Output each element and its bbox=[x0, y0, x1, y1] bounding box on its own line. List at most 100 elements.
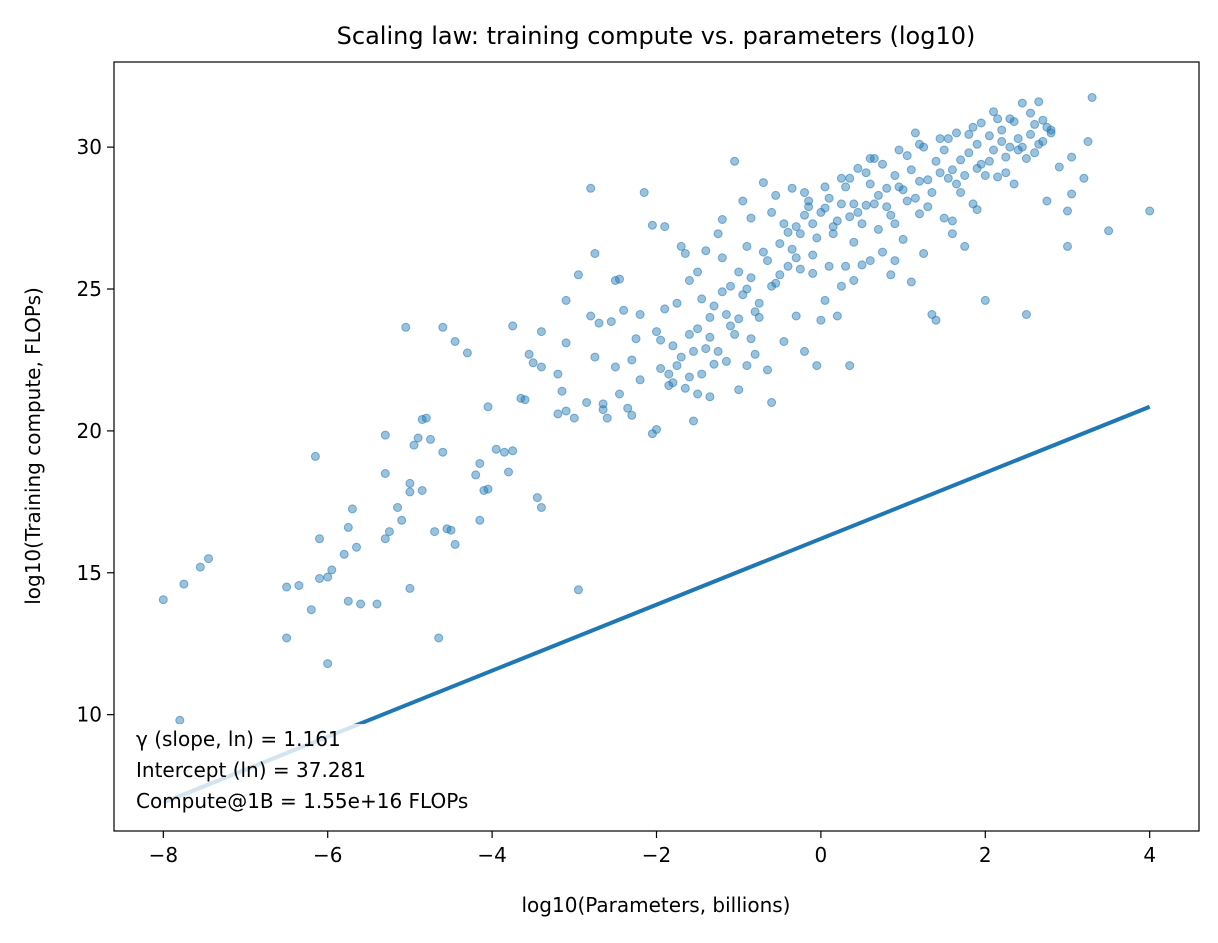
y-tick-label-1: 15 bbox=[77, 561, 102, 585]
scatter-point-154 bbox=[845, 361, 855, 371]
scatter-point-159 bbox=[861, 200, 871, 210]
scatter-point-146 bbox=[820, 295, 830, 305]
scatter-point-157 bbox=[853, 163, 863, 173]
scatter-point-289 bbox=[886, 210, 896, 220]
scatter-point-28 bbox=[401, 322, 411, 332]
scatter-point-163 bbox=[878, 247, 887, 257]
scatter-point-286 bbox=[861, 168, 871, 178]
scatter-point-274 bbox=[763, 256, 772, 266]
x-axis-label: log10(Parameters, billions) bbox=[522, 893, 791, 917]
scatter-point-19 bbox=[356, 599, 366, 609]
scatter-point-156 bbox=[849, 237, 859, 247]
scatter-point-82 bbox=[598, 399, 608, 409]
scatter-point-291 bbox=[902, 151, 912, 161]
scatter-point-247 bbox=[939, 145, 949, 155]
scatter-point-113 bbox=[701, 246, 711, 256]
scatter-point-158 bbox=[857, 260, 867, 270]
scatter-point-110 bbox=[689, 416, 698, 426]
scatter-point-4 bbox=[175, 715, 185, 725]
scatter-point-281 bbox=[820, 182, 830, 192]
scatter-point-21 bbox=[372, 599, 382, 609]
scatter-point-125 bbox=[742, 361, 752, 371]
scatter-point-294 bbox=[927, 188, 937, 197]
scatter-point-321 bbox=[915, 139, 924, 149]
scatter-point-268 bbox=[713, 346, 723, 356]
scatter-point-264 bbox=[680, 383, 690, 393]
scatter-point-39 bbox=[434, 633, 444, 643]
scatter-point-271 bbox=[738, 290, 748, 300]
scatter-point-258 bbox=[1030, 119, 1040, 129]
scatter-point-280 bbox=[812, 233, 822, 243]
scatter-point-93 bbox=[631, 334, 641, 344]
scatter-point-24 bbox=[384, 527, 394, 537]
scatter-point-285 bbox=[853, 207, 863, 217]
scatter-point-34 bbox=[417, 486, 427, 495]
scatter-point-218 bbox=[701, 344, 711, 354]
scatter-point-269 bbox=[721, 310, 731, 319]
scatter-point-308 bbox=[1042, 122, 1052, 132]
scatter-point-143 bbox=[812, 361, 822, 371]
scatter-point-179 bbox=[943, 134, 953, 144]
scatter-point-311 bbox=[717, 253, 727, 263]
scatter-point-80 bbox=[594, 318, 604, 328]
scatter-point-43 bbox=[438, 447, 448, 457]
scatter-point-3 bbox=[204, 554, 213, 564]
scatter-point-52 bbox=[483, 402, 493, 412]
scatter-point-290 bbox=[894, 182, 904, 192]
scatter-point-32 bbox=[413, 433, 423, 443]
scatter-point-53 bbox=[491, 444, 501, 454]
scatter-point-142 bbox=[808, 250, 818, 260]
scatter-point-119 bbox=[721, 356, 731, 366]
scatter-point-211 bbox=[1087, 93, 1097, 102]
scatter-point-129 bbox=[754, 298, 764, 308]
scatter-point-47 bbox=[471, 470, 481, 480]
scatter-point-11 bbox=[323, 659, 333, 669]
scatter-point-244 bbox=[915, 176, 924, 186]
scatter-point-296 bbox=[943, 173, 953, 183]
scatter-point-322 bbox=[972, 205, 982, 215]
scatter-point-67 bbox=[553, 369, 563, 379]
scatter-point-79 bbox=[590, 352, 600, 362]
scatter-point-219 bbox=[709, 301, 719, 311]
scatter-point-261 bbox=[1054, 162, 1064, 172]
scatter-point-74 bbox=[573, 585, 583, 595]
scatter-point-222 bbox=[734, 267, 744, 277]
scatter-point-167 bbox=[894, 145, 904, 155]
scatter-point-297 bbox=[952, 128, 961, 138]
scatter-point-241 bbox=[890, 171, 900, 180]
scatter-point-94 bbox=[635, 310, 645, 319]
scatter-point-233 bbox=[824, 193, 834, 203]
scatter-point-137 bbox=[787, 183, 797, 193]
scatter-point-126 bbox=[746, 334, 756, 344]
scatter-point-306 bbox=[1026, 108, 1035, 118]
scatter-point-111 bbox=[693, 389, 703, 399]
scatter-point-187 bbox=[976, 118, 986, 128]
scatter-point-65 bbox=[536, 327, 546, 337]
scatter-point-10 bbox=[323, 572, 333, 582]
scatter-point-62 bbox=[532, 493, 542, 503]
scatter-point-77 bbox=[586, 311, 596, 321]
scatter-point-18 bbox=[352, 542, 361, 552]
scatter-point-214 bbox=[668, 341, 678, 351]
scatter-point-122 bbox=[734, 385, 744, 395]
scatter-point-152 bbox=[836, 173, 846, 183]
scatter-point-295 bbox=[935, 134, 945, 144]
scatter-point-266 bbox=[697, 369, 707, 379]
scatter-point-236 bbox=[849, 199, 859, 209]
scatter-point-148 bbox=[824, 261, 834, 271]
scatter-point-7 bbox=[294, 581, 304, 590]
scatter-point-29 bbox=[405, 478, 415, 488]
scatter-point-121 bbox=[730, 156, 740, 166]
scatter-point-103 bbox=[664, 369, 674, 379]
scatter-point-100 bbox=[656, 364, 666, 373]
scatter-point-198 bbox=[1021, 310, 1031, 319]
scatter-point-36 bbox=[426, 434, 435, 444]
scatter-point-108 bbox=[684, 276, 694, 285]
scatter-point-316 bbox=[947, 216, 957, 226]
scatter-point-318 bbox=[742, 241, 752, 251]
scatter-point-14 bbox=[310, 451, 320, 461]
fit-line-layer bbox=[130, 404, 1151, 818]
scatter-point-138 bbox=[791, 311, 801, 321]
scatter-point-250 bbox=[964, 148, 974, 158]
scatter-point-251 bbox=[972, 139, 982, 149]
